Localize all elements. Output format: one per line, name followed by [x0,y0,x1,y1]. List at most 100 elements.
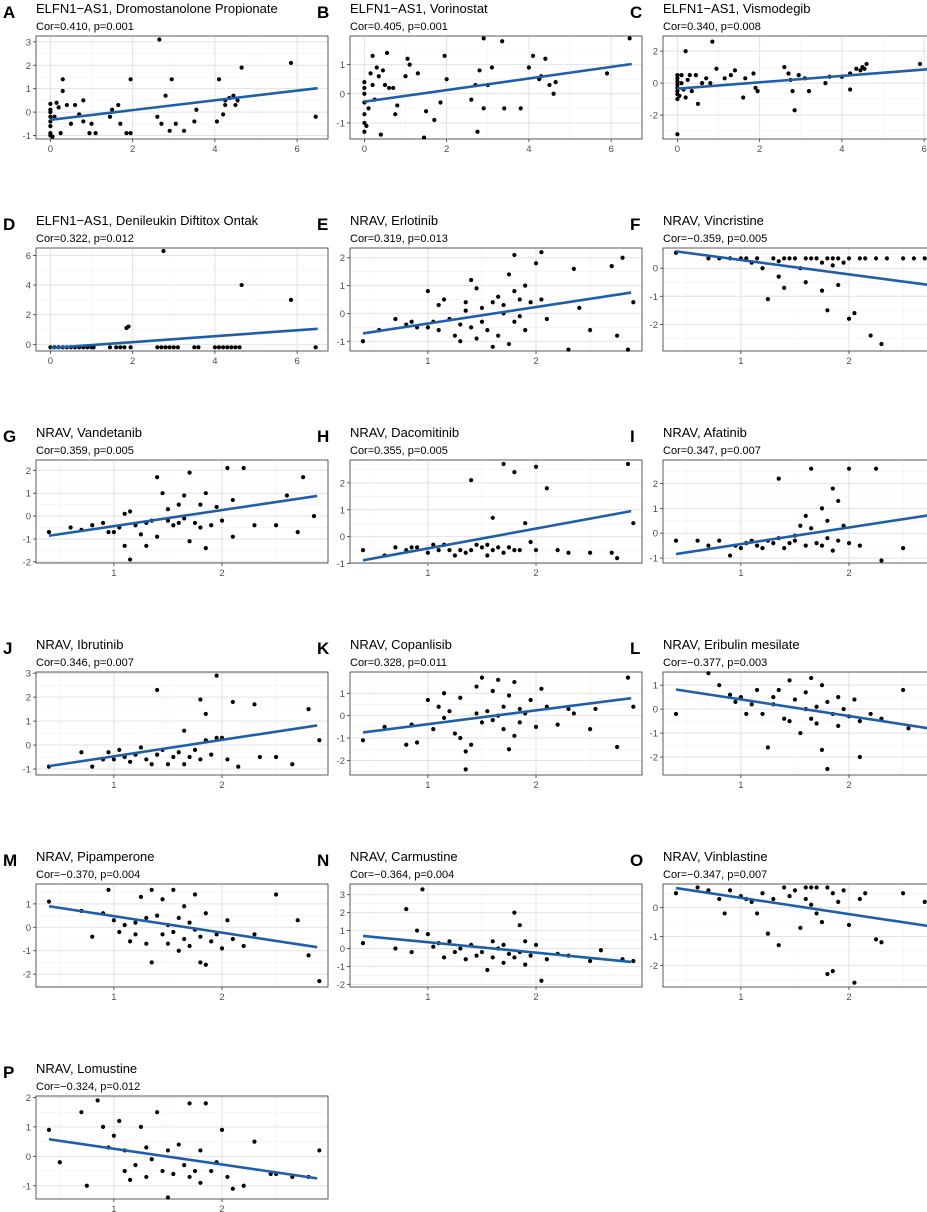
data-point [127,759,133,764]
data-point [732,68,738,73]
data-point [52,114,57,119]
data-point [192,1168,198,1174]
data-point [792,697,798,702]
data-point [423,109,429,114]
x-tick-label: 6 [609,144,614,155]
y-tick-label: 0 [340,89,345,100]
panel-title: ELFN1−AS1, Dromostanolone Propionate [36,1,278,16]
data-point [625,675,631,680]
y-tick-label: -2 [650,320,658,331]
data-point [230,699,235,705]
data-point [884,256,889,261]
panel-letter: D [3,215,15,234]
y-tick-label: 0 [26,512,31,523]
data-point [728,73,733,78]
data-point [496,294,501,299]
data-point [523,939,528,944]
data-point [138,894,144,899]
data-point [252,523,257,528]
x-tick-label: 6 [922,144,927,155]
data-point [714,66,719,71]
data-point [160,1168,165,1174]
data-point [523,521,528,526]
data-point [107,345,113,350]
data-point [203,911,208,916]
data-point [198,502,203,507]
y-tick-label: 0 [340,711,345,722]
data-point [196,345,201,350]
data-point [171,929,176,935]
data-point [233,345,238,350]
data-point [544,957,549,962]
data-point [404,906,409,912]
data-point [814,885,819,890]
data-point [182,1163,187,1168]
y-tick-label: 1 [26,84,31,95]
data-point [360,339,366,344]
data-point [863,891,868,896]
data-point [221,112,226,117]
data-point [836,538,841,543]
data-point [825,536,830,541]
panel-title: NRAV, Vinblastine [663,849,768,864]
data-point [230,497,235,503]
data-point [100,1124,106,1129]
data-point [165,1148,171,1153]
data-point [717,896,722,902]
data-point [530,53,536,58]
data-point [551,91,556,96]
data-point [819,543,825,548]
data-point [836,899,841,904]
data-point [317,1148,322,1153]
data-point [214,119,220,124]
plot-frame [349,671,643,776]
data-point [481,106,486,111]
data-point [127,939,133,944]
data-point [72,102,78,108]
data-point [518,106,523,111]
data-point [830,969,835,974]
data-point [631,958,636,964]
data-point [873,256,879,261]
y-tick-label: -1 [650,292,658,303]
x-tick-label: 2 [846,356,851,367]
y-tick-label: -2 [337,980,345,991]
data-point [48,101,53,106]
data-point [675,73,680,78]
data-point [474,286,479,291]
data-point [463,749,468,754]
data-point [160,897,165,902]
y-tick-label: 2 [26,61,31,72]
data-point [414,740,420,745]
data-point [161,248,166,254]
x-tick-label: 0 [48,144,53,155]
plot-frame [35,883,329,988]
data-point [873,937,879,942]
data-point [744,711,749,717]
data-point [192,119,197,124]
data-point [501,942,506,948]
panel-subtitle: Cor=0.319, p=0.013 [350,233,448,245]
panel-k: K NRAV, Copanlisib Cor=0.328, p=0.011 1 2 -2 -… [317,637,643,791]
data-point [571,266,576,271]
y-tick-label: 1 [26,899,31,910]
data-point [127,557,133,562]
x-tick-label: 2 [533,780,538,791]
data-point [823,81,828,86]
data-point [675,96,680,102]
data-point [167,128,172,133]
data-point [58,131,63,136]
data-point [506,747,512,752]
data-point [485,967,490,973]
data-point [463,767,468,772]
data-point [111,757,116,762]
data-point [441,955,447,960]
x-tick-label: 6 [295,144,300,155]
data-point [512,910,517,915]
data-point [512,252,517,258]
data-point [469,547,474,553]
data-point [506,341,512,347]
data-point [841,260,846,265]
data-point [771,541,776,546]
data-point [706,256,711,261]
